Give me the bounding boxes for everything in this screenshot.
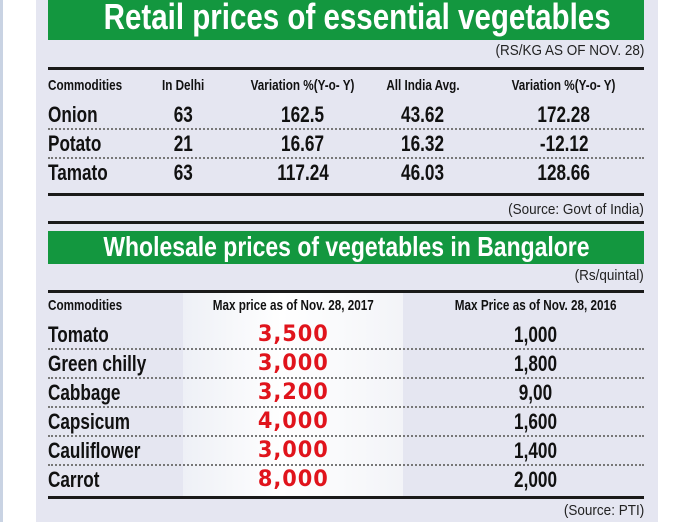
cell: 3,000 [257,438,329,463]
wholesale-source: (Source: PTI) [563,502,644,519]
cell: 2,000 [514,467,557,492]
header-cell: Max price as of Nov. 28, 2017 [212,297,374,314]
cell: 3,200 [257,380,329,405]
cell: 43.62 [401,102,445,127]
cell: 1,000 [514,322,557,347]
wholesale-unit-note: (Rs/quintal) [574,267,644,284]
cell: Tomato [48,322,109,347]
divider [48,496,644,499]
row-divider [48,128,644,130]
cell: Carrot [48,467,100,492]
cell: Cauliflower [48,438,141,463]
divider [48,221,644,224]
table-row: Cauliflower 3,000 1,400 [48,437,644,465]
wholesale-header-row: Commodities Max price as of Nov. 28, 201… [48,292,644,320]
cell: 3,000 [257,351,329,376]
cell: Potato [48,131,102,156]
header-cell: Variation %(Y-o- Y) [512,77,616,94]
table-row: Tamato 63 117.24 46.03 128.66 [48,159,644,187]
row-divider [48,406,644,408]
header-cell: Max Price as of Nov. 28, 2016 [454,297,617,314]
cell: 16.32 [401,131,445,156]
table-row: Onion 63 162.5 43.62 172.28 [48,101,644,129]
retail-title: Retail prices of essential vegetables [103,0,611,37]
retail-header-row: Commodities In Delhi Variation %(Y-o- Y)… [48,72,644,100]
cell: 4,000 [257,409,329,434]
table-row: Green chilly 3,000 1,800 [48,350,644,378]
retail-unit-note: (RS/KG AS OF NOV. 28) [495,42,644,59]
cell: 128.66 [537,160,591,185]
divider [48,290,644,293]
table-row: Potato 21 16.67 16.32 -12.12 [48,130,644,158]
header-cell: All India Avg. [386,77,460,94]
cell: 46.03 [401,160,445,185]
wholesale-title-banner: Wholesale prices of vegetables in Bangal… [48,231,644,264]
cell: 9,00 [518,380,553,405]
row-divider [48,348,644,350]
retail-source: (Source: Govt of India) [508,201,644,218]
cell: Tamato [48,160,108,185]
row-divider [48,435,644,437]
cell: -12.12 [539,131,589,156]
row-divider [48,157,644,159]
cell: 3,500 [257,322,329,347]
row-divider [48,464,644,466]
cell: 1,400 [514,438,557,463]
table-row: Tomato 3,500 1,000 [48,321,644,349]
header-cell: Variation %(Y-o- Y) [251,77,355,94]
cell: Capsicum [48,409,131,434]
table-row: Cabbage 3,200 9,00 [48,379,644,407]
cell: 8,000 [257,467,329,492]
cell: 1,600 [514,409,557,434]
wholesale-title: Wholesale prices of vegetables in Bangal… [102,231,590,262]
header-cell: Commodities [48,297,123,314]
divider [48,67,644,70]
cell: Onion [48,102,98,127]
table-row: Capsicum 4,000 1,600 [48,408,644,436]
retail-title-banner: Retail prices of essential vegetables [48,0,644,40]
cell: 117.24 [277,160,329,185]
cell: 172.28 [537,102,591,127]
header-cell: In Delhi [161,77,205,94]
row-divider [48,377,644,379]
window-edge [0,0,3,522]
highlight-column [183,292,403,496]
table-row: Carrot 8,000 2,000 [48,466,644,494]
cell: 162.5 [281,102,325,127]
cell: 1,800 [514,351,557,376]
cell: 63 [173,160,193,185]
header-cell: Commodities [48,77,123,94]
cell: 16.67 [281,131,325,156]
cell: Green chilly [48,351,147,376]
cell: Cabbage [48,380,121,405]
cell: 21 [173,131,193,156]
cell: 63 [173,102,193,127]
divider [48,193,644,196]
